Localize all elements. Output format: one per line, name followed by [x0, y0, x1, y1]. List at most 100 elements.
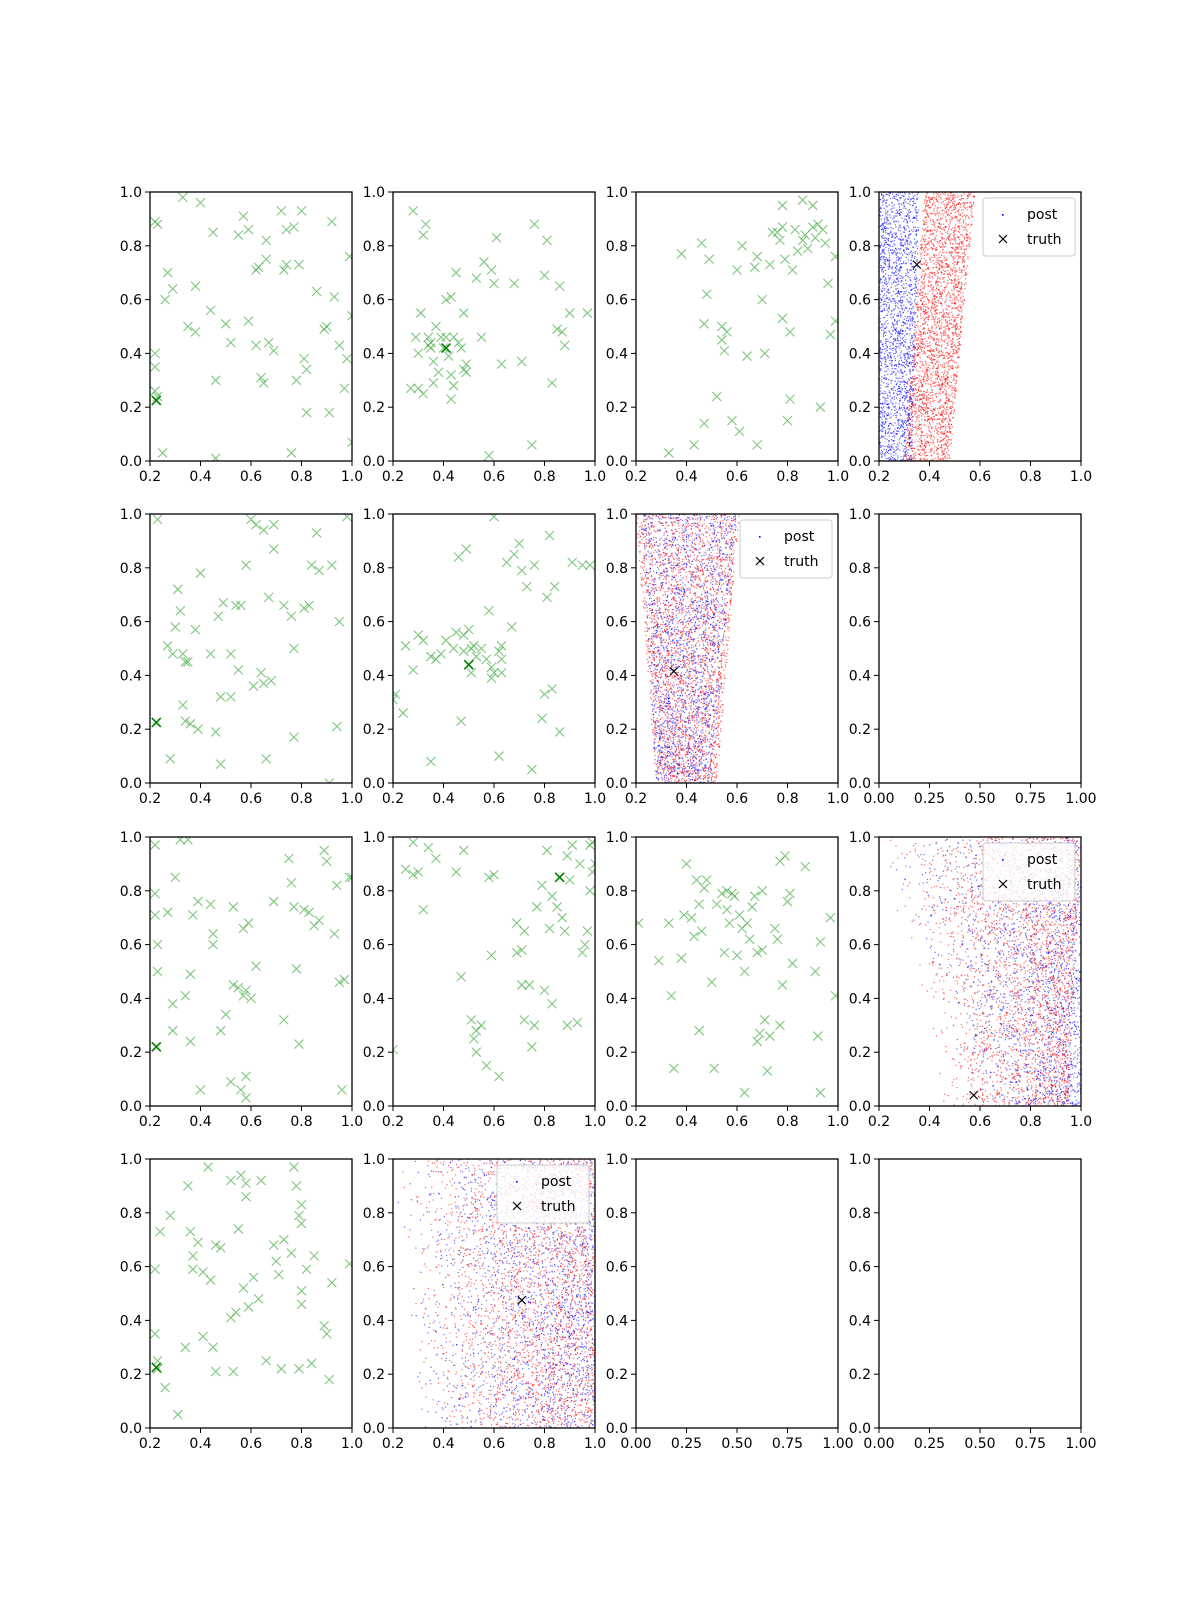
scatter-point	[732, 265, 742, 275]
posterior-point	[937, 366, 939, 368]
posterior-point	[884, 323, 886, 325]
posterior-point	[961, 283, 963, 285]
posterior-point	[911, 221, 914, 223]
posterior-point	[956, 322, 958, 324]
posterior-point	[885, 392, 887, 394]
posterior-point	[913, 313, 915, 316]
posterior-point	[958, 201, 960, 204]
posterior-point	[913, 427, 915, 429]
posterior-point	[898, 227, 900, 229]
posterior-point	[885, 327, 887, 329]
posterior-point	[943, 431, 945, 433]
posterior-point	[947, 195, 949, 197]
posterior-point	[892, 228, 894, 230]
posterior-point	[883, 244, 886, 246]
posterior-point	[902, 245, 904, 247]
posterior-point	[903, 227, 905, 229]
posterior-point	[890, 326, 893, 328]
posterior-point	[943, 313, 945, 315]
posterior-point	[900, 359, 902, 361]
posterior-point	[954, 250, 956, 252]
posterior-point	[912, 362, 915, 364]
posterior-point	[916, 215, 918, 217]
posterior-point	[939, 227, 941, 230]
posterior-point	[925, 216, 927, 218]
scatter-point	[516, 356, 527, 367]
posterior-point	[948, 369, 950, 371]
posterior-point	[905, 440, 907, 442]
posterior-point	[948, 292, 951, 294]
posterior-point	[907, 210, 909, 212]
posterior-point	[928, 300, 930, 302]
posterior-point	[879, 368, 881, 370]
posterior-point	[923, 300, 925, 303]
posterior-point	[938, 260, 940, 262]
posterior-point	[913, 346, 915, 348]
posterior-point	[882, 343, 884, 345]
posterior-point	[954, 211, 957, 213]
posterior-point	[911, 411, 913, 413]
posterior-point	[882, 196, 884, 198]
posterior-point	[921, 304, 923, 306]
axes-frame	[149, 513, 353, 784]
posterior-point	[897, 315, 900, 317]
posterior-point	[908, 431, 910, 434]
posterior-point	[910, 386, 912, 388]
posterior-point	[896, 315, 898, 317]
posterior-point	[929, 335, 931, 337]
posterior-point	[913, 365, 915, 367]
posterior-point	[893, 448, 895, 450]
scatter-point	[405, 383, 416, 394]
posterior-point	[890, 455, 892, 457]
posterior-point	[947, 210, 949, 212]
posterior-point	[904, 330, 906, 332]
posterior-point	[945, 418, 947, 421]
posterior-point	[913, 378, 916, 380]
posterior-point	[882, 194, 884, 197]
posterior-point	[950, 251, 952, 253]
posterior-point	[936, 241, 939, 243]
posterior-point	[909, 388, 912, 390]
posterior-point	[918, 346, 921, 348]
posterior-point	[914, 358, 916, 360]
posterior-point	[941, 232, 943, 234]
scatter-point	[489, 514, 499, 522]
posterior-point	[921, 361, 924, 363]
posterior-point	[915, 304, 917, 306]
posterior-point	[952, 338, 954, 340]
posterior-point	[885, 280, 887, 282]
posterior-point	[884, 221, 886, 223]
posterior-point	[892, 439, 894, 441]
posterior-point	[909, 418, 911, 420]
posterior-point	[899, 428, 901, 430]
subplot-r1c2: 0.2 0.4 0.6 0.8 1.00.00.20.40.60.81.0	[363, 185, 606, 485]
scatter-point	[393, 689, 401, 700]
posterior-point	[941, 384, 943, 387]
scatter-point	[456, 716, 467, 727]
posterior-point	[923, 310, 926, 312]
posterior-point	[884, 426, 886, 428]
posterior-point	[909, 200, 911, 203]
posterior-point	[948, 214, 951, 216]
posterior-point	[951, 289, 953, 291]
posterior-point	[879, 294, 881, 296]
posterior-point	[901, 211, 903, 213]
posterior-point	[883, 301, 885, 303]
posterior-point	[926, 367, 928, 369]
posterior-point	[941, 386, 943, 388]
posterior-point	[937, 364, 939, 366]
posterior-point	[693, 554, 696, 556]
posterior-point	[884, 423, 886, 425]
posterior-point	[955, 284, 957, 286]
posterior-point	[897, 391, 899, 393]
posterior-point	[907, 237, 909, 239]
scatter-point	[344, 251, 352, 262]
posterior-point	[938, 195, 940, 197]
posterior-point	[881, 290, 883, 293]
posterior-point	[951, 348, 953, 350]
posterior-point	[914, 353, 916, 355]
posterior-point	[679, 601, 681, 603]
posterior-point	[903, 448, 905, 450]
posterior-point	[687, 641, 689, 643]
posterior-point	[891, 295, 893, 297]
